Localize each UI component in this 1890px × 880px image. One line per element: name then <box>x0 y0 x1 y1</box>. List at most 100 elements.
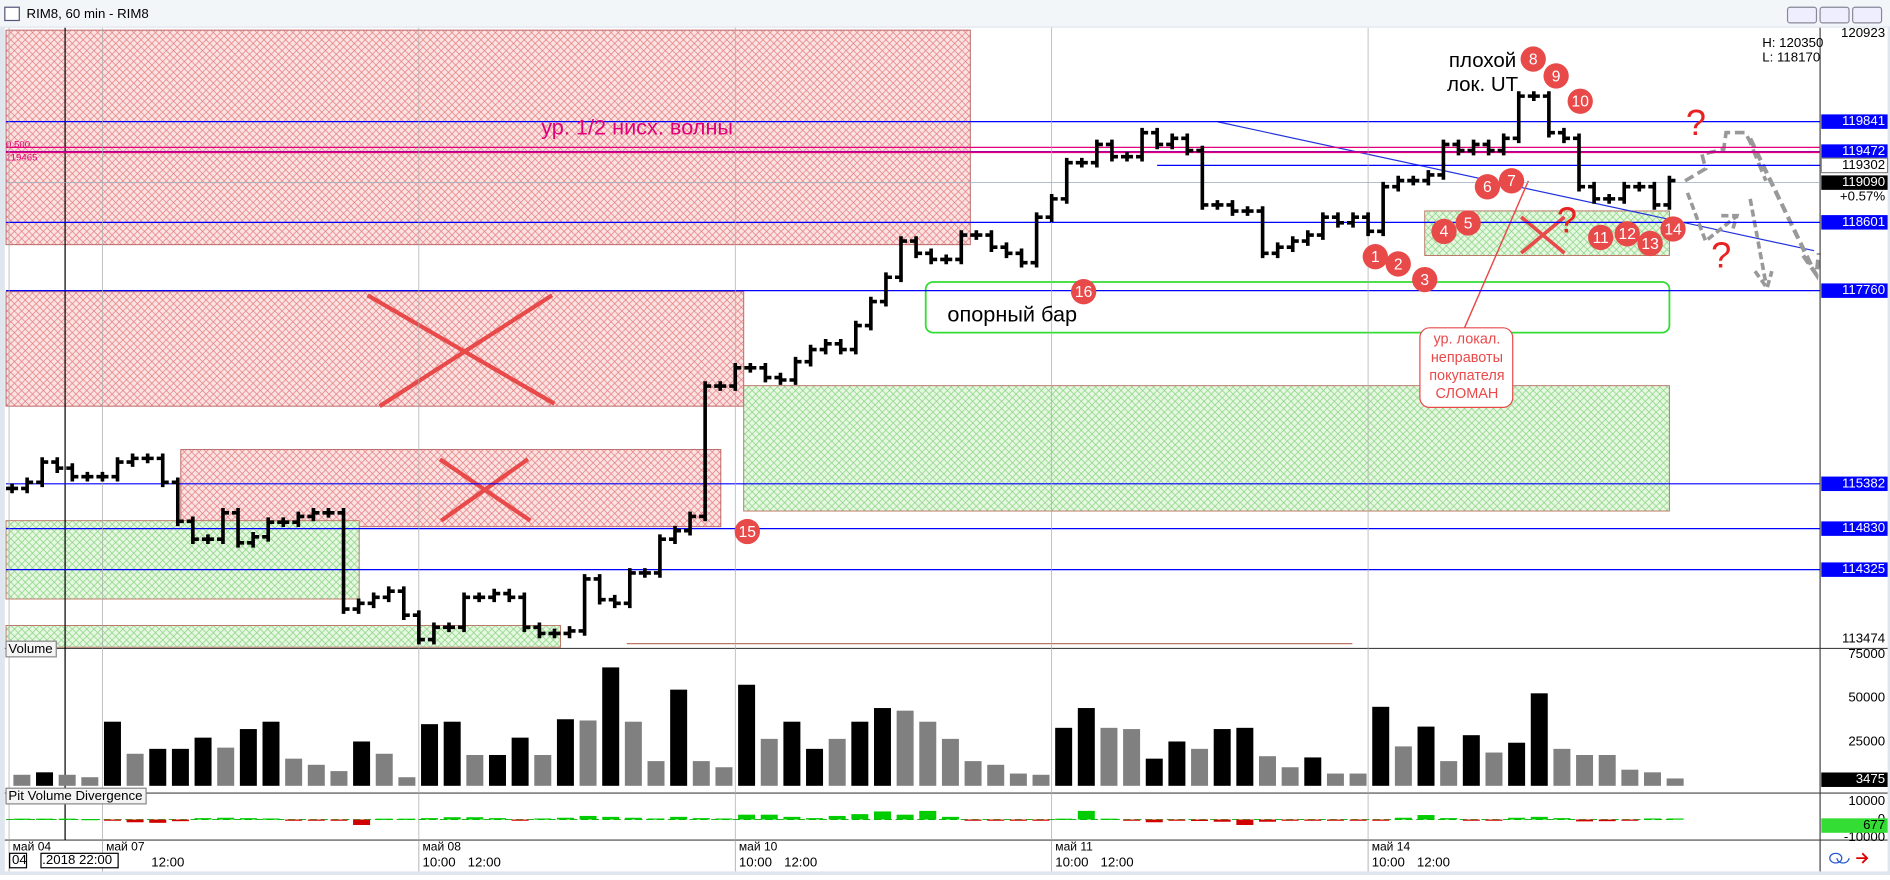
price-bar <box>1045 194 1058 222</box>
cross-mark <box>366 293 556 408</box>
divergence-bar <box>421 818 439 820</box>
low-label: L: 118170 <box>1762 49 1820 64</box>
price-bar <box>834 339 847 355</box>
divergence-bar <box>330 819 348 821</box>
divergence-bar <box>987 819 1005 821</box>
divergence-bar <box>1553 818 1571 820</box>
divergence-bar <box>171 819 189 822</box>
level-label-box <box>1821 476 1888 492</box>
price-bar <box>849 320 862 355</box>
volume-bar <box>443 721 461 786</box>
divergence-bar <box>602 816 620 820</box>
volume-bar <box>330 771 348 786</box>
price-bar <box>1407 175 1420 186</box>
forecast-arrow <box>1685 192 1740 245</box>
window-title: RIM8, 60 min - RIM8 <box>27 6 149 21</box>
y-tick-label: 50000 <box>1848 690 1885 705</box>
volume-bar <box>715 767 733 786</box>
fib-value-label: 119465 <box>6 153 37 164</box>
question-mark: ? <box>1711 234 1731 275</box>
level-label-box <box>1820 157 1889 174</box>
volume-bar <box>58 774 76 786</box>
annotation: ур. локал. <box>1433 332 1500 348</box>
maximize-button[interactable] <box>1819 6 1850 24</box>
cursor-label: .2018 22:00 <box>42 852 112 867</box>
price-bar <box>668 525 682 545</box>
minimize-button[interactable] <box>1786 6 1818 24</box>
date-tick-label: май 14 <box>1372 839 1411 853</box>
divergence-bar <box>58 818 76 820</box>
volume-bar <box>1440 761 1458 786</box>
annotation: плохой <box>1449 49 1516 72</box>
price-bar <box>51 457 64 473</box>
wave-marker <box>1474 174 1501 200</box>
volume-bar <box>1372 706 1390 786</box>
close-button[interactable] <box>1852 6 1883 24</box>
time-tick-label: 10:00 <box>422 854 455 869</box>
price-bar <box>910 236 923 259</box>
price-bar <box>1166 133 1179 150</box>
last-price-label: 119090 <box>1842 174 1885 189</box>
divergence-bar <box>579 815 597 820</box>
time-tick-label: 12:00 <box>1100 854 1133 869</box>
divergence-bar <box>647 818 665 820</box>
volume-bar <box>149 748 167 786</box>
volume-bar <box>828 738 846 786</box>
date-tick-label: май 10 <box>739 839 778 853</box>
time-tick-label: 10:00 <box>1055 854 1088 869</box>
price-bar <box>277 517 290 527</box>
price-bar <box>1392 175 1405 192</box>
price-bar <box>578 574 591 636</box>
volume-bar <box>1576 754 1594 786</box>
price-bar <box>1648 181 1661 210</box>
divergence-bar <box>375 818 393 820</box>
wave-marker <box>1070 279 1097 305</box>
red-zone <box>5 291 745 407</box>
volume-bar <box>896 710 914 786</box>
price-bar <box>1452 139 1465 156</box>
divergence-bar <box>1530 816 1548 820</box>
cursor-label: 04 <box>12 852 27 867</box>
volume-bar <box>353 741 371 786</box>
last-divergence-label-box <box>1821 818 1888 833</box>
volume-bar <box>466 754 484 786</box>
y-tick-label: 10000 <box>1848 793 1885 808</box>
level-label-box <box>1821 283 1888 298</box>
volume-bar <box>760 738 778 786</box>
price-bar <box>412 610 425 645</box>
scroll-end-icon[interactable] <box>1856 852 1869 864</box>
price-bar <box>548 628 561 639</box>
last-change-label: +0.57% <box>1840 189 1886 204</box>
volume-bar <box>1213 729 1231 786</box>
volume-bar <box>851 721 869 786</box>
price-bar <box>1362 212 1375 237</box>
divergence-bar <box>239 818 257 820</box>
date-tick-label: май 07 <box>106 839 145 853</box>
volume-bar <box>126 753 144 786</box>
divergence-bar <box>149 819 167 823</box>
divergence-bar <box>534 818 552 820</box>
price-bar <box>1196 145 1209 210</box>
divergence-bar <box>1598 819 1616 822</box>
divergence-bar <box>692 818 710 820</box>
wave-marker-label: 2 <box>1394 256 1403 273</box>
divergence-bar <box>1644 818 1661 820</box>
volume-bar <box>1462 735 1480 786</box>
price-bar <box>1090 139 1103 168</box>
price-bar <box>6 483 19 494</box>
wave-marker-label: 16 <box>1075 284 1093 301</box>
price-bar <box>1181 133 1194 156</box>
volume-bar <box>1077 708 1095 786</box>
annotation: неправоты <box>1431 350 1503 366</box>
divergence-bar <box>783 816 801 820</box>
wave-marker <box>1412 266 1438 293</box>
price-bar <box>1030 212 1043 268</box>
divergence-bar <box>398 818 416 820</box>
support-bar-box <box>924 281 1671 334</box>
time-tick-label: 12:00 <box>1417 854 1450 869</box>
price-bar <box>171 477 184 527</box>
volume-bar <box>171 748 189 786</box>
volume-bar <box>1009 773 1027 786</box>
volume-bar <box>285 758 303 786</box>
link-icon[interactable] <box>1829 852 1850 864</box>
